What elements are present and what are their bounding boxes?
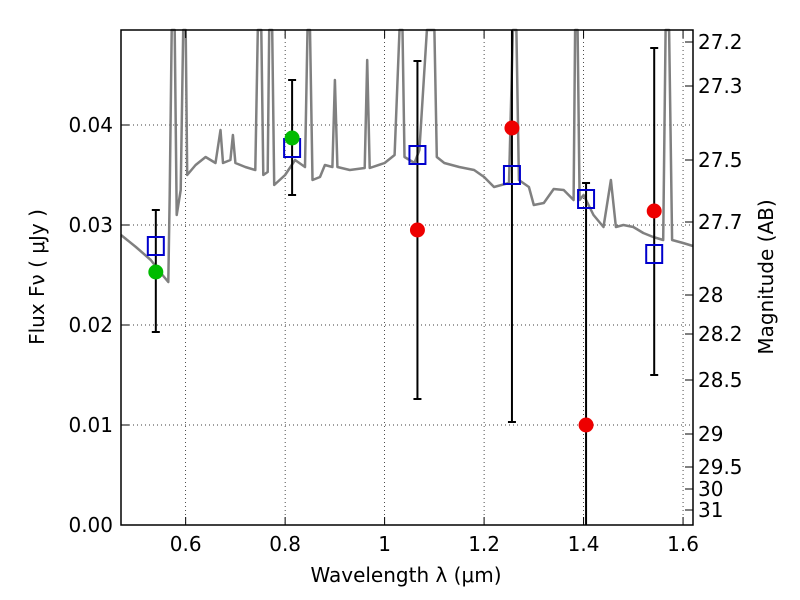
right-tick-label: 27.7 (698, 210, 743, 234)
observed-square-marker (408, 145, 427, 165)
right-tick-label: 29.5 (698, 455, 743, 479)
x-tick-label: 1.2 (468, 532, 500, 556)
right-tick-label: 27.3 (698, 74, 743, 98)
right-tick-label: 28.2 (698, 322, 743, 346)
right-tick-label: 29 (698, 422, 723, 446)
grid (121, 30, 693, 525)
right-tick-label: 31 (698, 498, 723, 522)
red-dot (409, 222, 425, 238)
model-spectrum-line (120, 28, 694, 284)
y-tick-label: 0.01 (68, 413, 113, 437)
x-tick-label: 1.6 (667, 532, 699, 556)
y-tick-label: 0.04 (68, 113, 113, 137)
error-bars (151, 30, 659, 525)
observed-square-marker (146, 236, 165, 256)
observed-square-marker (502, 165, 521, 185)
plot-frame (120, 29, 694, 526)
model-spectrum (120, 28, 694, 284)
x-tick-label: 0.6 (170, 532, 202, 556)
red-dot (646, 203, 662, 219)
y-axis-label: Flux Fν ( μJy ) (25, 209, 49, 345)
right-tick-label: 30 (698, 477, 723, 501)
axes (120, 29, 694, 526)
observed-square-marker (645, 244, 664, 264)
right-tick-label: 28.5 (698, 368, 743, 392)
right-axis-label: Magnitude (AB) (754, 199, 778, 354)
green-dot (284, 130, 300, 146)
right-tick-label: 28 (698, 283, 723, 307)
observed-square-marker (577, 189, 596, 209)
tick-labels: 0.6 0.8 1 1.2 1.4 1.6 0.00 0.01 0.02 0.03 0.04 27.2… (68, 30, 742, 556)
x-tick-label: 1.4 (568, 532, 600, 556)
x-tick-label: 1 (378, 532, 391, 556)
red-dot (504, 120, 520, 136)
x-axis-label: Wavelength λ (μm) (310, 563, 501, 587)
y-tick-label: 0.02 (68, 313, 113, 337)
x-tick-label: 0.8 (269, 532, 301, 556)
green-dot (148, 264, 164, 280)
y-tick-label: 0.03 (68, 213, 113, 237)
right-tick-label: 27.5 (698, 148, 743, 172)
right-tick-label: 27.2 (698, 30, 743, 54)
red-dot (578, 417, 594, 433)
model-dots (148, 120, 662, 433)
y-tick-label: 0.00 (68, 513, 113, 537)
